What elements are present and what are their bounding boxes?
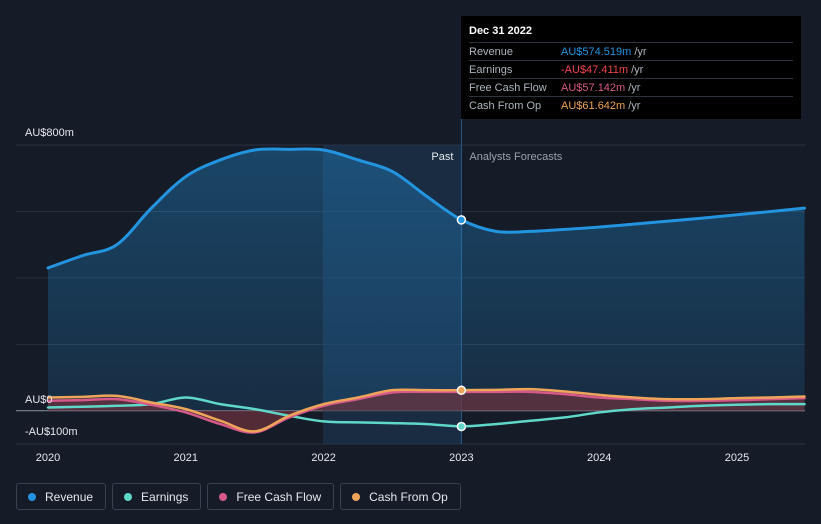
highlight-marker-earnings — [456, 421, 467, 432]
legend-label: Cash From Op — [369, 489, 448, 504]
fcf-area — [48, 391, 805, 433]
legend-dot-icon — [219, 492, 228, 501]
y-tick-label: AU$0 — [25, 394, 53, 406]
tooltip-value: -AU$47.411m — [561, 63, 629, 76]
tooltip-row-cash-from-op: Cash From Op AU$61.642m /yr — [469, 96, 793, 114]
tooltip-unit: /yr — [634, 45, 647, 58]
tooltip-unit: /yr — [628, 99, 641, 112]
y-tick-label: AU$800m — [25, 127, 74, 139]
legend-label: Revenue — [45, 489, 94, 504]
tooltip-value: AU$61.642m — [561, 99, 626, 112]
tooltip-label: Earnings — [469, 63, 513, 76]
chart-legend: Revenue Earnings Free Cash Flow Cash Fro… — [16, 483, 461, 510]
tooltip-value: AU$57.142m — [561, 81, 626, 94]
fcf-line — [46, 390, 806, 434]
highlight-marker-revenue — [456, 215, 467, 225]
x-tick-label: 2023 — [449, 452, 473, 464]
tooltip-label: Revenue — [469, 45, 514, 58]
tooltip-label: Free Cash Flow — [469, 81, 547, 94]
x-tick-label: 2022 — [311, 452, 335, 464]
revenue-area — [48, 148, 805, 411]
data-tooltip: Dec 31 2022 Revenue AU$574.519m /yr Earn… — [461, 16, 801, 119]
legend-dot-icon — [124, 492, 133, 501]
tooltip-value: AU$574.519m — [561, 45, 632, 58]
legend-dot-icon — [28, 492, 36, 501]
legend-item-revenue[interactable]: Revenue — [16, 483, 107, 510]
legend-item-free-cash-flow[interactable]: Free Cash Flow — [207, 483, 335, 510]
x-tick-label: 2020 — [36, 452, 60, 464]
x-tick-label: 2024 — [587, 452, 611, 464]
legend-label: Free Cash Flow — [236, 489, 322, 504]
series-areas — [48, 148, 805, 433]
series-lines — [46, 147, 807, 434]
tooltip-row-earnings: Earnings -AU$47.411m /yr — [469, 60, 793, 78]
tooltip-unit: /yr — [628, 81, 641, 94]
legend-item-earnings[interactable]: Earnings — [112, 483, 202, 510]
past-label: Past — [431, 151, 453, 163]
legend-label: Earnings — [141, 489, 189, 504]
cfo-area — [48, 389, 805, 432]
highlight-marker-cfo — [456, 385, 467, 396]
tooltip-row-revenue: Revenue AU$574.519m /yr — [469, 42, 793, 60]
tooltip-date: Dec 31 2022 — [469, 25, 532, 37]
forecast-label: Analysts Forecasts — [469, 151, 562, 163]
y-tick-label: -AU$100m — [25, 426, 78, 438]
x-tick-label: 2025 — [725, 452, 749, 464]
cfo-line — [46, 387, 806, 433]
revenue-line — [46, 147, 807, 270]
legend-item-cash-from-op[interactable]: Cash From Op — [340, 483, 461, 510]
earnings-line — [46, 396, 806, 428]
tooltip-row-free-cash-flow: Free Cash Flow AU$57.142m /yr — [469, 78, 793, 96]
axis-labels: AU$800m AU$0 -AU$100m 2020 2021 2022 2023 2024 2… — [25, 127, 749, 464]
x-tick-label: 2021 — [174, 452, 198, 464]
legend-dot-icon — [352, 492, 361, 501]
tooltip-label: Cash From Op — [469, 99, 542, 112]
highlight-markers — [456, 215, 467, 432]
tooltip-unit: /yr — [631, 63, 644, 76]
